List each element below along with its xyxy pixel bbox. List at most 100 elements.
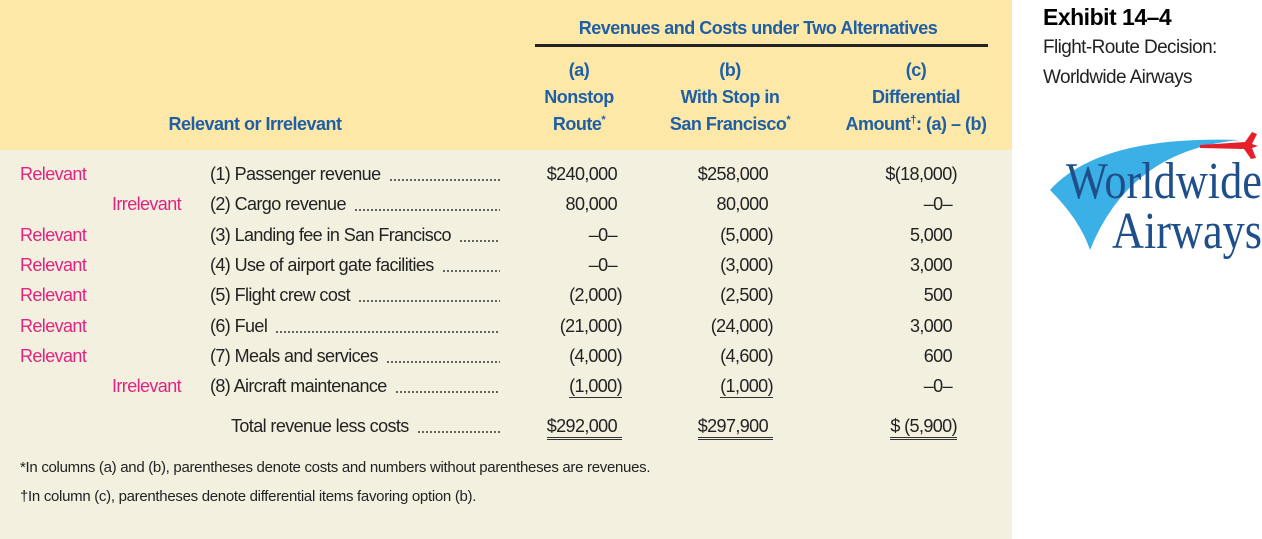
leader-dots xyxy=(358,300,500,303)
column-header: With Stop in xyxy=(681,87,780,108)
column-header: Differential xyxy=(871,87,961,108)
relevance: Relevant xyxy=(20,315,87,336)
amount-text: (21,000) xyxy=(559,315,623,336)
amount: –0– xyxy=(827,193,957,215)
amount: (4,000) xyxy=(492,345,622,367)
leader-dots xyxy=(394,391,500,394)
column-letter: (b) xyxy=(719,60,741,80)
amount-text: (3,000) xyxy=(720,254,773,275)
note-mark: † xyxy=(910,114,917,126)
amount: –0– xyxy=(827,375,957,397)
column-header: Amount†: (a) – (b) xyxy=(845,114,987,135)
amount-text: –0– xyxy=(588,254,618,275)
line-item: (3) Landing fee in San Francisco xyxy=(210,224,452,245)
amount-text: 80,000 xyxy=(716,194,769,215)
leader-dots xyxy=(275,330,500,333)
amount: –0– xyxy=(492,224,622,246)
line-item: (8) Aircraft maintenance xyxy=(210,376,387,397)
line-item: (5) Flight crew cost xyxy=(210,285,351,306)
amount-text: (5,000) xyxy=(720,224,773,245)
leader-dots xyxy=(353,209,500,212)
amount: (21,000) xyxy=(492,315,623,337)
amount: $ (5,900) xyxy=(827,415,958,440)
amount-text: –0– xyxy=(923,194,953,215)
amount-text: $ (5,900) xyxy=(890,415,958,440)
footnote: †In column (c), parentheses denote diffe… xyxy=(20,488,477,505)
amount-text: (1,000) xyxy=(569,376,623,399)
amount-text: –0– xyxy=(588,224,618,245)
relevance: Relevant xyxy=(20,254,87,275)
leader-dots xyxy=(416,431,500,433)
amount-text: (2,000) xyxy=(569,285,622,306)
amount-text: (4,000) xyxy=(569,345,622,366)
logo-swoosh xyxy=(1050,139,1240,250)
column-header: Nonstop xyxy=(544,87,614,108)
exhibit-subtitle: Flight-Route Decision: xyxy=(1043,37,1217,58)
amount: $258,000 xyxy=(643,163,773,185)
leader-dots xyxy=(388,179,500,181)
relevance: Relevant xyxy=(20,285,87,306)
amount-text: 500 xyxy=(923,285,953,306)
amount: $297,900 xyxy=(643,415,773,440)
amount: (4,600) xyxy=(643,345,773,367)
relevance: Relevant xyxy=(20,345,87,366)
column-header-text: Nonstop xyxy=(544,87,614,107)
amount-text: 3,000 xyxy=(909,315,953,336)
column-letter: (a) xyxy=(568,60,590,80)
line-item: (2) Cargo revenue xyxy=(210,194,346,215)
column-header-text: Route xyxy=(552,114,602,134)
amount-text: –0– xyxy=(923,376,953,397)
amount: (3,000) xyxy=(643,254,773,276)
logo: Worldwide Airways xyxy=(1050,132,1262,260)
amount-text: (4,600) xyxy=(720,345,773,366)
amount: $240,000 xyxy=(492,163,622,185)
amount: (2,500) xyxy=(643,284,773,306)
column-header-text: Differential xyxy=(871,87,961,107)
amount: (2,000) xyxy=(492,284,622,306)
relevance: Relevant xyxy=(20,164,87,184)
amount: 500 xyxy=(827,284,957,306)
exhibit-title: Exhibit 14–4 xyxy=(1043,4,1172,30)
amount: 80,000 xyxy=(492,193,622,215)
amount: 5,000 xyxy=(827,224,957,246)
line-item: (4) Use of airport gate facilities xyxy=(210,254,434,275)
relevance: Irrelevant xyxy=(112,376,182,397)
amount-text: (1,000) xyxy=(720,376,774,399)
relevance: Irrelevant xyxy=(112,194,182,215)
amount-text: 5,000 xyxy=(909,224,953,245)
note-mark: * xyxy=(786,114,791,126)
amount: 600 xyxy=(827,345,957,367)
amount: $(18,000) xyxy=(827,163,957,185)
logo-text: Airways xyxy=(1112,203,1262,260)
footnote: *In columns (a) and (b), parentheses den… xyxy=(20,459,651,476)
amount-text: $292,000 xyxy=(546,415,622,440)
column-header-text: San Francisco xyxy=(669,114,787,134)
amount-text: $297,900 xyxy=(697,415,773,440)
logo-plane xyxy=(1200,132,1258,159)
total-label: Total revenue less costs xyxy=(231,416,409,436)
note-mark: * xyxy=(601,114,606,126)
logo-text: Worldwide xyxy=(1066,153,1262,210)
exhibit-subtitle: Worldwide Airways xyxy=(1043,67,1192,88)
amount-text: $(18,000) xyxy=(885,164,957,184)
amount: (1,000) xyxy=(492,375,623,399)
amount-text: (2,500) xyxy=(720,285,773,306)
line-item: (7) Meals and services xyxy=(210,345,378,366)
amount: (1,000) xyxy=(643,375,774,399)
column-letter: (c) xyxy=(905,60,927,80)
amount: 3,000 xyxy=(827,315,957,337)
amount-text: (24,000) xyxy=(710,315,774,336)
amount-text: $240,000 xyxy=(546,164,618,184)
header-band xyxy=(0,0,1012,150)
amount-text: $258,000 xyxy=(697,164,769,184)
group-rule xyxy=(535,44,988,47)
column-header-suffix: : (a) – (b) xyxy=(916,114,987,134)
amount-text: 3,000 xyxy=(909,254,953,275)
leader-dots xyxy=(441,269,500,272)
line-item: (6) Fuel xyxy=(210,315,268,336)
column-header: San Francisco* xyxy=(669,114,791,135)
leader-dots xyxy=(458,239,500,242)
amount: (5,000) xyxy=(643,224,773,246)
column-header: Route* xyxy=(552,114,606,135)
